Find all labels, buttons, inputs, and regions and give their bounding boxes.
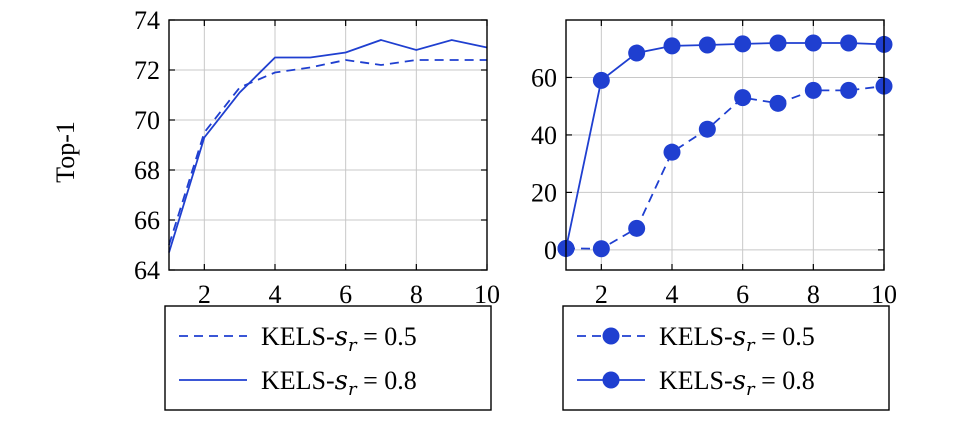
x-tick-label: 4	[666, 280, 679, 309]
y-tick-label: 60	[531, 63, 557, 92]
y-axis-label: Top-1	[51, 121, 80, 183]
series-line-1	[565, 85, 885, 250]
legend-box	[562, 305, 890, 411]
y-tick-label: 0	[544, 236, 557, 265]
y-tick-label: 70	[134, 106, 160, 135]
data-point-s1-6	[734, 89, 752, 107]
x-tick-label: 10	[871, 280, 897, 309]
x-tick-label: 8	[410, 280, 423, 309]
data-point-s2-9	[840, 34, 858, 52]
data-point-s1-3	[628, 219, 646, 237]
data-point-s1-8	[804, 81, 822, 99]
data-point-s1-7	[769, 94, 787, 112]
plot-frame	[565, 19, 885, 271]
x-tick-label: 6	[736, 280, 749, 309]
legend-right: KELS-sr = 0.5 KELS-sr = 0.8	[562, 305, 890, 411]
x-tick-label: 10	[474, 280, 500, 309]
chart-right: 2 4 6 8 10 0 20 40 60	[531, 19, 897, 309]
y-tick-label: 68	[134, 156, 160, 185]
x-tick-label: 2	[198, 280, 211, 309]
plot-frame	[168, 19, 488, 271]
data-point-s2-4	[663, 37, 681, 55]
data-point-s1-5	[698, 120, 716, 138]
data-point-s2-8	[804, 34, 822, 52]
x-tick-label: 6	[339, 280, 352, 309]
x-tick-label: 2	[595, 280, 608, 309]
y-tick-label: 72	[134, 56, 160, 85]
data-point-s1-2	[592, 240, 610, 258]
x-tick-label: 4	[269, 280, 282, 309]
data-point-s1-9	[840, 81, 858, 99]
y-tick-label: 40	[531, 121, 557, 150]
series-line-2	[565, 42, 885, 249]
legend-label-1: KELS-sr = 0.5	[261, 322, 417, 356]
y-tick-label: 20	[531, 178, 557, 207]
legend-label-2: KELS-sr = 0.8	[659, 366, 815, 400]
data-point-s2-2	[592, 71, 610, 89]
legend-label-2: KELS-sr = 0.8	[261, 366, 417, 400]
legend-marker-1	[602, 327, 620, 345]
y-tick-label: 64	[134, 256, 160, 285]
data-point-s2-5	[698, 36, 716, 54]
series-line-2	[168, 39, 488, 253]
y-tick-label: 74	[134, 6, 160, 35]
legend-marker-2	[602, 371, 620, 389]
legend-left: KELS-sr = 0.5 KELS-sr = 0.8	[164, 305, 492, 411]
data-point-s2-7	[769, 34, 787, 52]
legend-label-1: KELS-sr = 0.5	[659, 322, 815, 356]
x-tick-label: 8	[807, 280, 820, 309]
data-point-s2-3	[628, 44, 646, 62]
data-point-s2-6	[734, 35, 752, 53]
series-line-1	[168, 59, 487, 246]
data-point-s1-4	[663, 143, 681, 161]
legend-box	[164, 305, 492, 411]
y-tick-label: 66	[134, 206, 160, 235]
